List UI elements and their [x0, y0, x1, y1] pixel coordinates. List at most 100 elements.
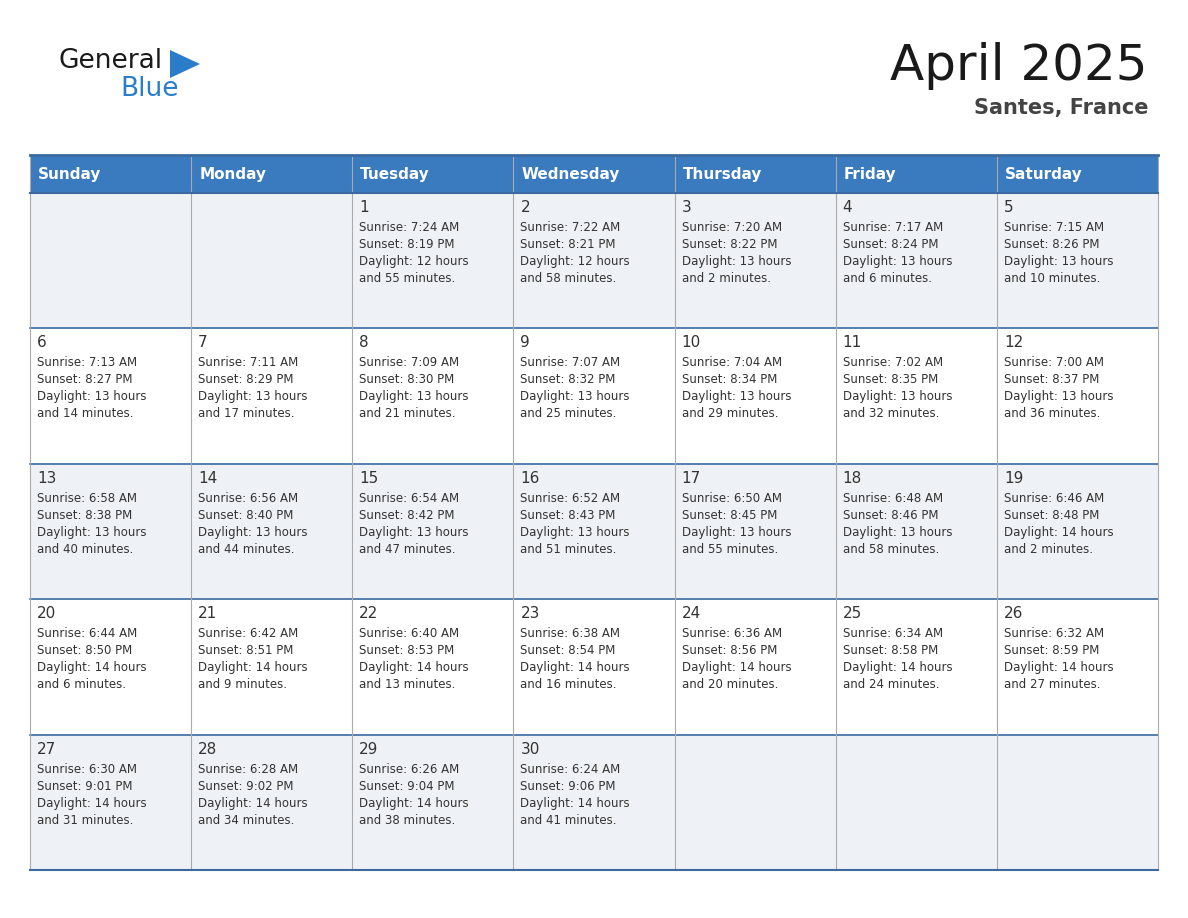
Text: Daylight: 12 hours: Daylight: 12 hours: [520, 255, 630, 268]
Text: 7: 7: [198, 335, 208, 351]
Text: and 55 minutes.: and 55 minutes.: [359, 272, 455, 285]
Text: Daylight: 13 hours: Daylight: 13 hours: [842, 255, 953, 268]
Text: and 14 minutes.: and 14 minutes.: [37, 408, 133, 420]
Text: Daylight: 14 hours: Daylight: 14 hours: [842, 661, 953, 674]
Text: Sunset: 8:30 PM: Sunset: 8:30 PM: [359, 374, 455, 386]
Text: Sunset: 8:46 PM: Sunset: 8:46 PM: [842, 509, 939, 521]
Bar: [997, 193, 1158, 329]
Text: and 25 minutes.: and 25 minutes.: [520, 408, 617, 420]
Text: 11: 11: [842, 335, 862, 351]
Text: 4: 4: [842, 200, 852, 215]
Text: Sunrise: 6:48 AM: Sunrise: 6:48 AM: [842, 492, 943, 505]
Text: Saturday: Saturday: [1005, 166, 1082, 182]
Text: Sunset: 8:19 PM: Sunset: 8:19 PM: [359, 238, 455, 251]
Bar: [675, 329, 835, 464]
Text: Daylight: 14 hours: Daylight: 14 hours: [1004, 661, 1113, 674]
Bar: [30, 464, 191, 599]
Text: Sunrise: 7:02 AM: Sunrise: 7:02 AM: [842, 356, 943, 369]
Text: 14: 14: [198, 471, 217, 486]
Text: and 31 minutes.: and 31 minutes.: [37, 813, 133, 826]
Bar: [997, 155, 1158, 193]
Text: Sunrise: 7:24 AM: Sunrise: 7:24 AM: [359, 221, 460, 234]
Text: Sunrise: 6:38 AM: Sunrise: 6:38 AM: [520, 627, 620, 640]
Text: 17: 17: [682, 471, 701, 486]
Text: Sunset: 8:26 PM: Sunset: 8:26 PM: [1004, 238, 1099, 251]
Bar: [353, 155, 513, 193]
Text: 22: 22: [359, 606, 379, 621]
Text: 3: 3: [682, 200, 691, 215]
Text: 16: 16: [520, 471, 539, 486]
Bar: [513, 329, 675, 464]
Bar: [353, 193, 513, 329]
Text: 24: 24: [682, 606, 701, 621]
Text: Sunrise: 6:36 AM: Sunrise: 6:36 AM: [682, 627, 782, 640]
Text: Sunrise: 7:20 AM: Sunrise: 7:20 AM: [682, 221, 782, 234]
Text: and 16 minutes.: and 16 minutes.: [520, 678, 617, 691]
Text: Daylight: 13 hours: Daylight: 13 hours: [520, 526, 630, 539]
Text: Sunset: 8:29 PM: Sunset: 8:29 PM: [198, 374, 293, 386]
Text: Sunset: 8:58 PM: Sunset: 8:58 PM: [842, 644, 939, 657]
Bar: [191, 464, 353, 599]
Text: General: General: [58, 48, 162, 74]
Text: and 2 minutes.: and 2 minutes.: [682, 272, 771, 285]
Text: and 9 minutes.: and 9 minutes.: [198, 678, 287, 691]
Text: Daylight: 13 hours: Daylight: 13 hours: [682, 255, 791, 268]
Text: Daylight: 13 hours: Daylight: 13 hours: [359, 526, 469, 539]
Text: Sunset: 8:40 PM: Sunset: 8:40 PM: [198, 509, 293, 521]
Text: Sunset: 9:04 PM: Sunset: 9:04 PM: [359, 779, 455, 792]
Text: Sunrise: 6:24 AM: Sunrise: 6:24 AM: [520, 763, 620, 776]
Text: Sunrise: 6:52 AM: Sunrise: 6:52 AM: [520, 492, 620, 505]
Bar: [30, 734, 191, 870]
Text: Sunset: 8:48 PM: Sunset: 8:48 PM: [1004, 509, 1099, 521]
Text: Sunrise: 6:56 AM: Sunrise: 6:56 AM: [198, 492, 298, 505]
Text: and 24 minutes.: and 24 minutes.: [842, 678, 940, 691]
Bar: [30, 599, 191, 734]
Text: Sunrise: 7:09 AM: Sunrise: 7:09 AM: [359, 356, 460, 369]
Text: 13: 13: [37, 471, 56, 486]
Text: Daylight: 13 hours: Daylight: 13 hours: [359, 390, 469, 403]
Text: 30: 30: [520, 742, 539, 756]
Text: 29: 29: [359, 742, 379, 756]
Bar: [30, 155, 191, 193]
Text: and 55 minutes.: and 55 minutes.: [682, 543, 778, 555]
Text: Sunday: Sunday: [38, 166, 101, 182]
Text: and 27 minutes.: and 27 minutes.: [1004, 678, 1100, 691]
Text: and 58 minutes.: and 58 minutes.: [520, 272, 617, 285]
Bar: [675, 155, 835, 193]
Text: Sunrise: 6:32 AM: Sunrise: 6:32 AM: [1004, 627, 1104, 640]
Text: Daylight: 13 hours: Daylight: 13 hours: [842, 526, 953, 539]
Text: and 6 minutes.: and 6 minutes.: [842, 272, 931, 285]
Text: Sunset: 8:21 PM: Sunset: 8:21 PM: [520, 238, 615, 251]
Text: Blue: Blue: [120, 76, 178, 102]
Text: and 44 minutes.: and 44 minutes.: [198, 543, 295, 555]
Text: Santes, France: Santes, France: [973, 98, 1148, 118]
Text: Daylight: 13 hours: Daylight: 13 hours: [682, 390, 791, 403]
Text: 25: 25: [842, 606, 862, 621]
Bar: [513, 734, 675, 870]
Text: Sunrise: 7:17 AM: Sunrise: 7:17 AM: [842, 221, 943, 234]
Text: 5: 5: [1004, 200, 1013, 215]
Text: Sunset: 8:38 PM: Sunset: 8:38 PM: [37, 509, 132, 521]
Text: and 6 minutes.: and 6 minutes.: [37, 678, 126, 691]
Bar: [835, 734, 997, 870]
Bar: [191, 599, 353, 734]
Text: Daylight: 14 hours: Daylight: 14 hours: [1004, 526, 1113, 539]
Text: Sunset: 8:34 PM: Sunset: 8:34 PM: [682, 374, 777, 386]
Text: and 10 minutes.: and 10 minutes.: [1004, 272, 1100, 285]
Text: Sunrise: 7:11 AM: Sunrise: 7:11 AM: [198, 356, 298, 369]
Text: Sunset: 8:35 PM: Sunset: 8:35 PM: [842, 374, 939, 386]
Text: Sunset: 9:01 PM: Sunset: 9:01 PM: [37, 779, 133, 792]
Bar: [513, 599, 675, 734]
Text: Sunrise: 7:15 AM: Sunrise: 7:15 AM: [1004, 221, 1104, 234]
Text: 10: 10: [682, 335, 701, 351]
Text: Sunrise: 6:54 AM: Sunrise: 6:54 AM: [359, 492, 460, 505]
Text: Daylight: 13 hours: Daylight: 13 hours: [198, 390, 308, 403]
Text: Sunset: 8:37 PM: Sunset: 8:37 PM: [1004, 374, 1099, 386]
Text: 15: 15: [359, 471, 379, 486]
Text: Daylight: 14 hours: Daylight: 14 hours: [359, 797, 469, 810]
Text: Sunset: 8:56 PM: Sunset: 8:56 PM: [682, 644, 777, 657]
Bar: [835, 155, 997, 193]
Text: 2: 2: [520, 200, 530, 215]
Text: Daylight: 13 hours: Daylight: 13 hours: [520, 390, 630, 403]
Text: Sunrise: 6:34 AM: Sunrise: 6:34 AM: [842, 627, 943, 640]
